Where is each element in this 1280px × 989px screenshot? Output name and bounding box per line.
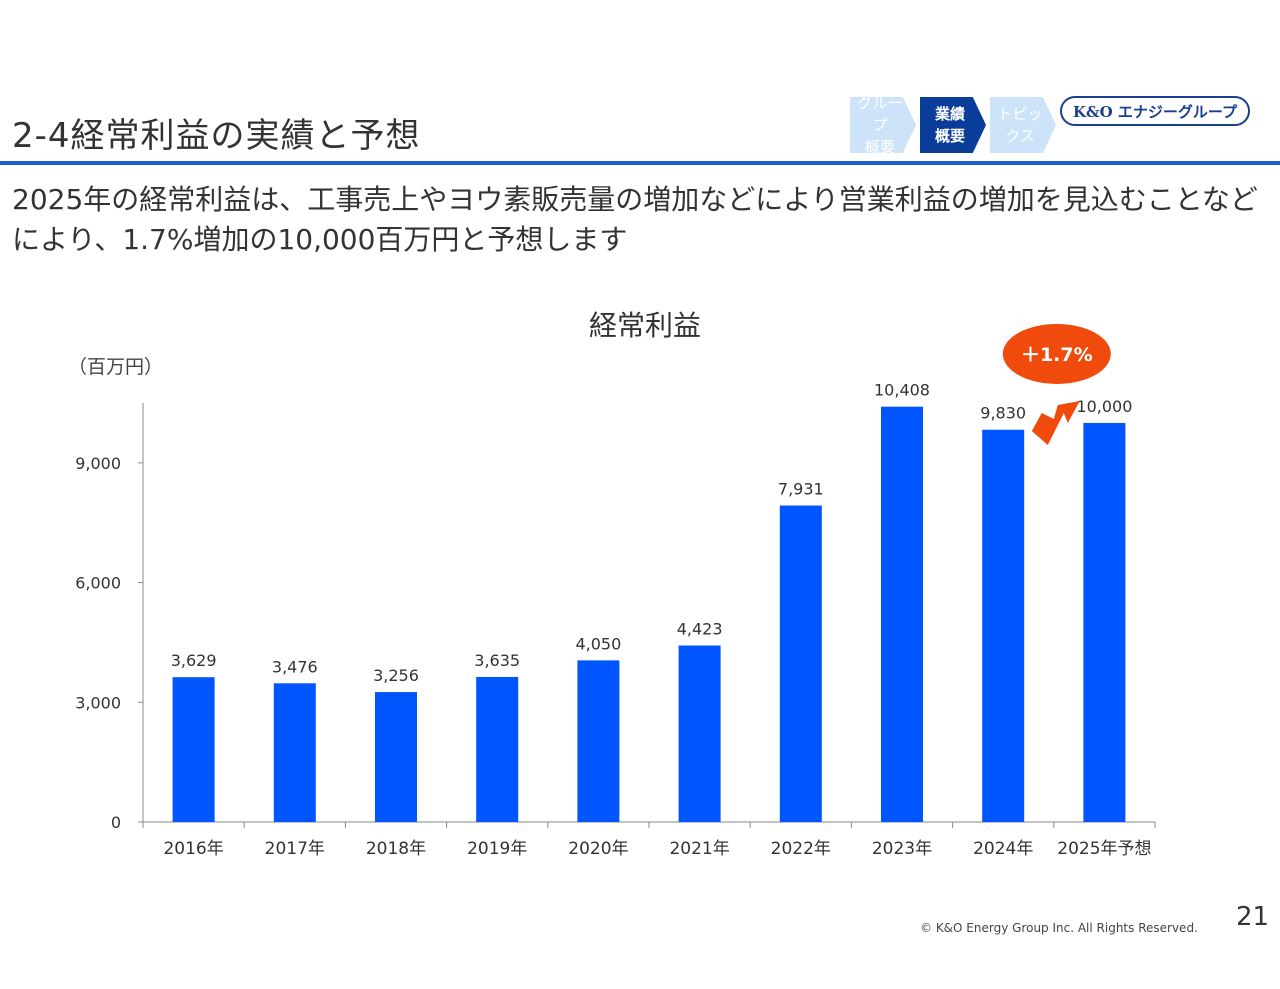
data-label: 3,256: [373, 666, 419, 685]
data-label: 4,423: [677, 620, 723, 639]
x-tick-label: 2017年: [265, 839, 325, 859]
lead-text: 2025年の経常利益は、工事売上やヨウ素販売量の増加などにより営業利益の増加を見…: [12, 183, 1258, 256]
growth-annotation-bubble: [1002, 323, 1111, 384]
bar: [375, 692, 417, 822]
y-tick-label: 9,000: [75, 454, 121, 473]
copyright-text: © K&O Energy Group Inc. All Rights Reser…: [920, 921, 1198, 935]
nav-step-group-overview[interactable]: グループ 概要: [850, 97, 916, 153]
title-divider: [0, 161, 1280, 165]
y-tick-label: 3,000: [75, 693, 121, 712]
chart-container: 経常利益 （百万円） 0 3,000 6,000 9,000 3,629 2016年 3,476…: [0, 290, 1280, 880]
section-nav: グループ概要 業績概要 トピックス: [850, 97, 1060, 155]
nav-step-line2: クス: [1005, 127, 1035, 145]
nav-step-line1: トピッ: [997, 105, 1043, 123]
data-label: 3,635: [474, 651, 520, 670]
x-tick-label: 2025年予想: [1057, 839, 1151, 859]
data-label: 4,050: [575, 634, 621, 653]
nav-step-line1: グループ: [857, 94, 903, 134]
bar: [881, 406, 923, 822]
growth-annotation-label: ＋1.7%: [1021, 344, 1093, 366]
nav-step-line1: 業績: [934, 105, 965, 123]
nav-step-topics[interactable]: トピッ クス: [990, 97, 1056, 153]
data-label: 9,830: [980, 404, 1026, 423]
bar: [779, 505, 822, 822]
x-tick-label: 2023年: [872, 839, 932, 859]
bar: [476, 676, 519, 822]
y-tick-label: 6,000: [75, 574, 121, 593]
data-label: 10,408: [874, 381, 930, 400]
x-tick-label: 2016年: [163, 839, 223, 859]
bar: [1083, 422, 1126, 822]
data-label: 7,931: [778, 480, 824, 499]
bar: [678, 645, 721, 822]
bar: [172, 677, 215, 822]
data-label: 3,629: [171, 651, 217, 670]
page-title: 2-4経常利益の実績と予想: [12, 116, 421, 156]
x-tick-label: 2024年: [973, 839, 1033, 859]
nav-step-line2: 概要: [934, 127, 965, 145]
nav-step-line2: 概要: [864, 138, 895, 156]
x-tick-label: 2019年: [467, 839, 527, 859]
growth-arrow-icon: [1031, 400, 1080, 445]
bar: [982, 429, 1025, 822]
x-tick-label: 2020年: [568, 839, 628, 859]
company-logo: K&O エナジーグループ: [1060, 96, 1250, 126]
nav-step-results-overview[interactable]: 業績 概要: [920, 97, 986, 153]
chart-title: 経常利益: [589, 309, 701, 342]
x-tick-label: 2022年: [771, 839, 831, 859]
bar: [273, 683, 316, 822]
x-tick-label: 2018年: [366, 839, 426, 859]
page-number: 21: [1236, 902, 1270, 932]
data-label: 3,476: [272, 657, 318, 676]
bar-chart: 経常利益 （百万円） 0 3,000 6,000 9,000 3,629 2016年 3,476…: [68, 309, 1156, 859]
y-unit-label: （百万円）: [68, 356, 163, 378]
y-tick-label: 0: [111, 813, 121, 832]
bar: [577, 660, 620, 822]
x-tick-label: 2021年: [669, 839, 729, 859]
data-label: 10,000: [1076, 397, 1132, 416]
